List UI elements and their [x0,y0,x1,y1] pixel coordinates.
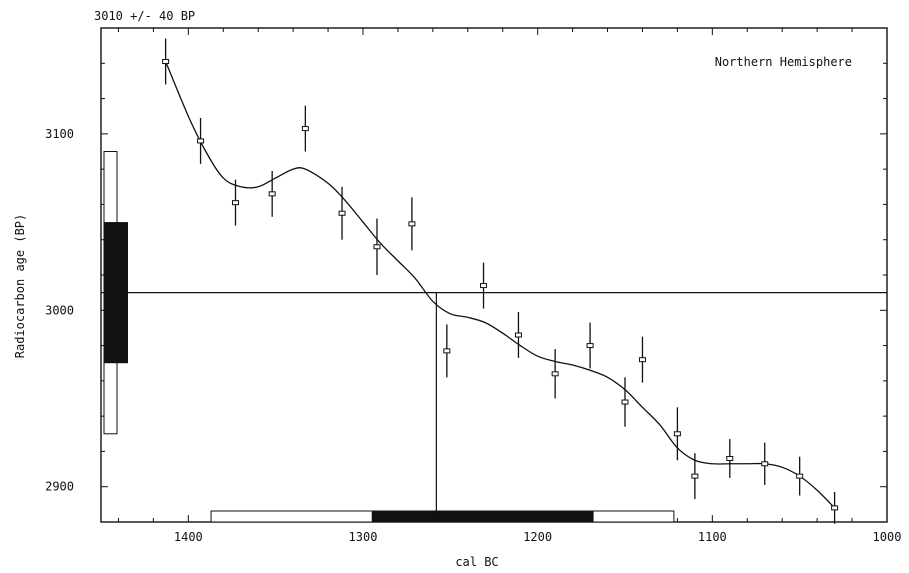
data-point [551,371,559,377]
data-point [408,221,416,227]
data-point [231,200,239,206]
x-tick-label: 1000 [873,530,902,544]
legend-annotation: Northern Hemisphere [715,55,852,69]
data-point [726,455,734,461]
plot-frame [100,27,888,523]
measurement-guides [101,292,887,522]
axis-ticks: 1400 1300 1200 1100 1000 2900 3000 3100 [45,27,902,544]
data-point [638,357,646,363]
x-tick-label: 1200 [523,530,552,544]
data-point [586,343,594,349]
calibration-curve-group [165,61,836,509]
data-point [691,473,699,479]
probability-ranges [103,151,675,523]
x-axis-label: cal BC [455,555,498,569]
y-tick-label: 3100 [45,127,74,141]
data-point [621,399,629,405]
data-point [162,59,170,65]
data-point [673,431,681,437]
x-tick-label: 1300 [349,530,378,544]
data-point [443,348,451,354]
y-axis-label: Radiocarbon age (BP) [13,214,27,359]
data-point [831,505,839,511]
data-point [268,191,276,197]
x-tick-label: 1100 [698,530,727,544]
y-tick-label: 3000 [45,303,74,317]
x-tick-label: 1400 [174,530,203,544]
measurement-points [162,38,839,524]
calendar-range-1sigma [371,511,594,522]
data-point [480,283,488,289]
data-point [373,244,381,250]
calibration-curve [165,61,836,509]
data-point [338,210,346,216]
y-tick-label: 2900 [45,480,74,494]
data-point [514,332,522,338]
data-point [796,473,804,479]
chart-title: 3010 +/- 40 BP [94,9,195,23]
data-point [197,138,205,144]
data-point [301,126,309,132]
data-point [761,461,769,467]
